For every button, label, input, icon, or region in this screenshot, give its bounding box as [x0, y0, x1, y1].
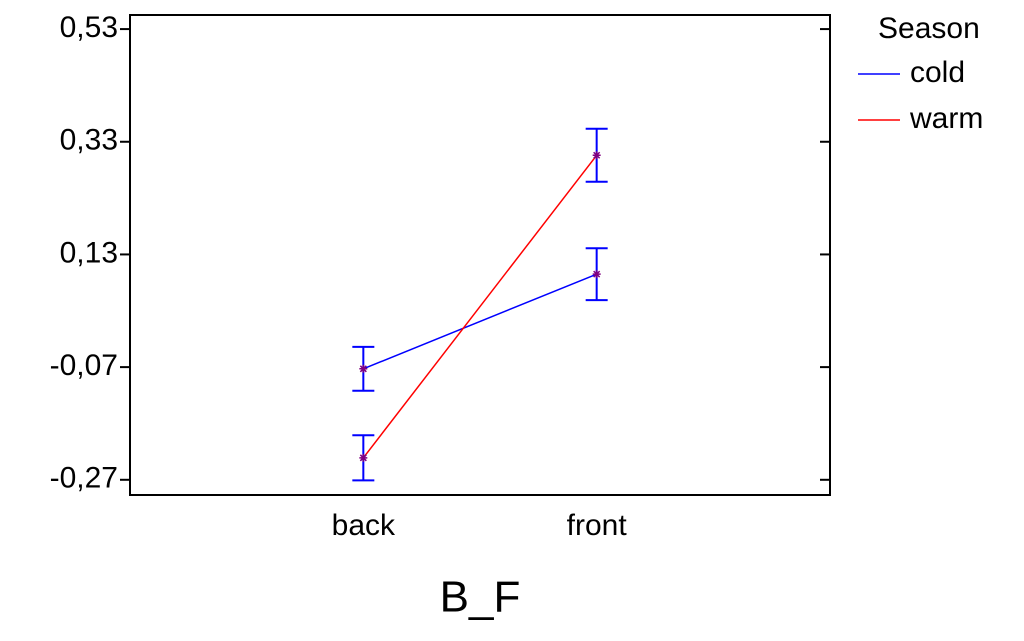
legend-label: warm — [909, 102, 983, 135]
legend-title: Season — [878, 12, 980, 45]
series-line — [362, 154, 598, 459]
x-tick-label: back — [332, 509, 396, 542]
point-marker — [592, 270, 601, 279]
y-tick-label: -0,07 — [50, 349, 118, 382]
point-marker — [359, 364, 368, 373]
x-axis-label: B_F — [440, 573, 521, 622]
series-line — [363, 273, 597, 370]
y-tick-label: 0,13 — [60, 236, 118, 269]
y-tick-label: 0,53 — [60, 11, 118, 44]
plot-frame — [129, 14, 831, 496]
legend-label: cold — [910, 56, 965, 89]
y-tick-label: 0,33 — [60, 124, 118, 157]
point-marker — [359, 453, 368, 462]
point-marker — [592, 151, 601, 160]
y-tick-label: -0,27 — [50, 462, 118, 495]
x-tick-label: front — [567, 509, 628, 542]
